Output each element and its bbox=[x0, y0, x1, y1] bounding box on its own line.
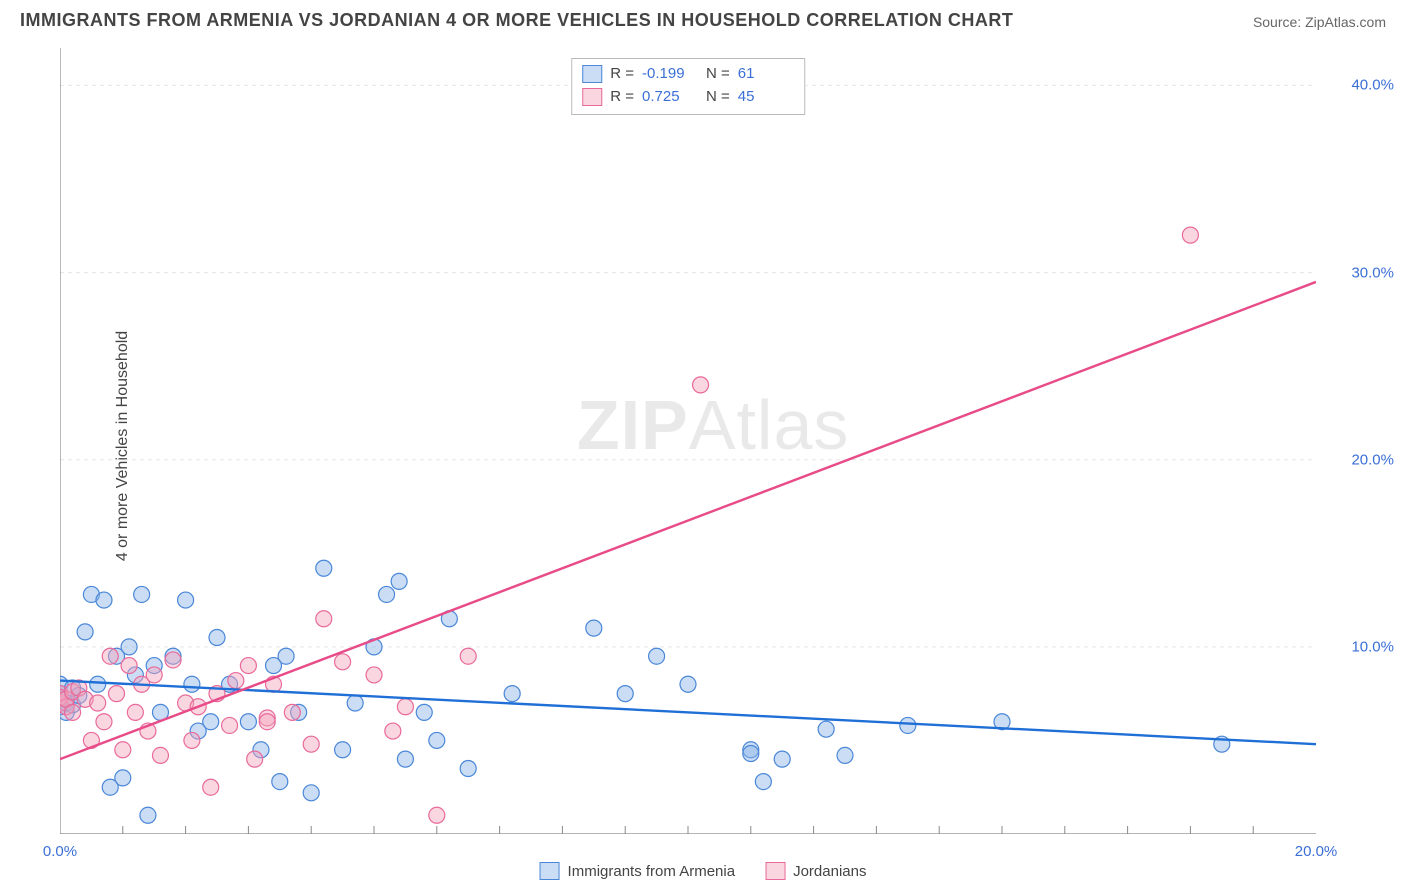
legend-item: Immigrants from Armenia bbox=[540, 862, 736, 880]
stats-row: R = 0.725 N = 45 bbox=[582, 86, 794, 109]
n-value: 45 bbox=[738, 86, 794, 109]
n-label: N = bbox=[706, 86, 730, 109]
stats-row: R = -0.199 N = 61 bbox=[582, 63, 794, 86]
correlation-stats-box: R = -0.199 N = 61 R = 0.725 N = 45 bbox=[571, 58, 805, 115]
n-label: N = bbox=[706, 63, 730, 86]
plot-area: ZIPAtlas R = -0.199 N = 61 R = 0.725 N =… bbox=[60, 48, 1316, 834]
legend-item: Jordanians bbox=[765, 862, 866, 880]
legend-label: Jordanians bbox=[793, 863, 866, 880]
y-tick-label: 30.0% bbox=[1351, 264, 1394, 281]
swatch-icon bbox=[765, 862, 785, 880]
y-tick-label: 10.0% bbox=[1351, 638, 1394, 655]
scatter-chart bbox=[60, 48, 1316, 834]
y-tick-label: 40.0% bbox=[1351, 77, 1394, 94]
swatch-icon bbox=[582, 88, 602, 106]
r-value: 0.725 bbox=[642, 86, 698, 109]
r-label: R = bbox=[610, 86, 634, 109]
source-label: Source: bbox=[1253, 14, 1301, 30]
swatch-icon bbox=[582, 65, 602, 83]
chart-title: IMMIGRANTS FROM ARMENIA VS JORDANIAN 4 O… bbox=[20, 10, 1013, 31]
x-tick-label: 0.0% bbox=[43, 843, 77, 860]
source-attribution: Source: ZipAtlas.com bbox=[1253, 14, 1386, 30]
n-value: 61 bbox=[738, 63, 794, 86]
swatch-icon bbox=[540, 862, 560, 880]
x-tick-label: 20.0% bbox=[1295, 843, 1338, 860]
legend-label: Immigrants from Armenia bbox=[568, 863, 736, 880]
r-label: R = bbox=[610, 63, 634, 86]
y-tick-label: 20.0% bbox=[1351, 451, 1394, 468]
r-value: -0.199 bbox=[642, 63, 698, 86]
source-link[interactable]: ZipAtlas.com bbox=[1305, 14, 1386, 30]
series-legend: Immigrants from Armenia Jordanians bbox=[540, 862, 867, 880]
